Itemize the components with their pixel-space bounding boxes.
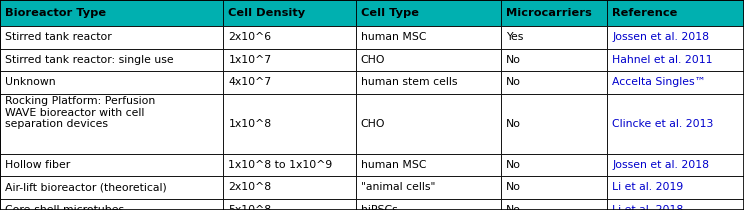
Bar bbox=[607, 154, 744, 176]
Bar bbox=[0, 154, 223, 176]
Bar bbox=[0, 0, 223, 26]
Text: Li et al. 2018: Li et al. 2018 bbox=[612, 205, 684, 210]
Text: Hollow fiber: Hollow fiber bbox=[5, 160, 71, 170]
Bar bbox=[501, 199, 607, 210]
Bar bbox=[501, 49, 607, 71]
Text: Yes: Yes bbox=[506, 33, 523, 42]
Bar bbox=[607, 199, 744, 210]
Text: Li et al. 2019: Li et al. 2019 bbox=[612, 182, 684, 192]
Text: 4x10^7: 4x10^7 bbox=[228, 77, 272, 87]
Bar bbox=[607, 94, 744, 154]
Text: human stem cells: human stem cells bbox=[361, 77, 458, 87]
Bar bbox=[607, 0, 744, 26]
Text: "animal cells": "animal cells" bbox=[361, 182, 435, 192]
Text: CHO: CHO bbox=[361, 55, 385, 65]
Text: human MSC: human MSC bbox=[361, 33, 426, 42]
Text: No: No bbox=[506, 119, 521, 129]
Text: Stirred tank reactor: single use: Stirred tank reactor: single use bbox=[5, 55, 174, 65]
Bar bbox=[356, 94, 501, 154]
Text: Rocking Platform: Perfusion
WAVE bioreactor with cell
separation devices: Rocking Platform: Perfusion WAVE bioreac… bbox=[5, 96, 155, 129]
Text: hiPSCs: hiPSCs bbox=[361, 205, 397, 210]
Bar bbox=[356, 199, 501, 210]
Text: No: No bbox=[506, 205, 521, 210]
Bar bbox=[607, 26, 744, 49]
Text: Unknown: Unknown bbox=[5, 77, 56, 87]
Text: Jossen et al. 2018: Jossen et al. 2018 bbox=[612, 160, 709, 170]
Bar bbox=[607, 176, 744, 199]
Bar bbox=[607, 71, 744, 94]
Text: Cell Type: Cell Type bbox=[361, 8, 419, 18]
Bar bbox=[356, 71, 501, 94]
Bar bbox=[356, 176, 501, 199]
Bar bbox=[501, 154, 607, 176]
Bar bbox=[0, 176, 223, 199]
Text: Reference: Reference bbox=[612, 8, 678, 18]
Text: human MSC: human MSC bbox=[361, 160, 426, 170]
Text: Core-shell microtubes: Core-shell microtubes bbox=[5, 205, 124, 210]
Text: No: No bbox=[506, 160, 521, 170]
Text: Stirred tank reactor: Stirred tank reactor bbox=[5, 33, 112, 42]
Bar bbox=[223, 71, 356, 94]
Text: No: No bbox=[506, 55, 521, 65]
Bar bbox=[223, 26, 356, 49]
Bar bbox=[607, 49, 744, 71]
Text: 2x10^6: 2x10^6 bbox=[228, 33, 272, 42]
Bar bbox=[0, 26, 223, 49]
Text: No: No bbox=[506, 77, 521, 87]
Bar bbox=[0, 199, 223, 210]
Text: Air-lift bioreactor (theoretical): Air-lift bioreactor (theoretical) bbox=[5, 182, 167, 192]
Text: Bioreactor Type: Bioreactor Type bbox=[5, 8, 106, 18]
Bar bbox=[501, 71, 607, 94]
Text: CHO: CHO bbox=[361, 119, 385, 129]
Bar bbox=[501, 176, 607, 199]
Text: Accelta Singles™: Accelta Singles™ bbox=[612, 77, 706, 87]
Bar bbox=[501, 0, 607, 26]
Bar bbox=[0, 71, 223, 94]
Bar bbox=[0, 49, 223, 71]
Bar bbox=[356, 154, 501, 176]
Text: Microcarriers: Microcarriers bbox=[506, 8, 591, 18]
Text: 1x10^7: 1x10^7 bbox=[228, 55, 272, 65]
Bar bbox=[356, 49, 501, 71]
Bar bbox=[223, 0, 356, 26]
Text: 1x10^8: 1x10^8 bbox=[228, 119, 272, 129]
Bar bbox=[223, 154, 356, 176]
Text: 1x10^8 to 1x10^9: 1x10^8 to 1x10^9 bbox=[228, 160, 333, 170]
Bar bbox=[0, 94, 223, 154]
Text: 2x10^8: 2x10^8 bbox=[228, 182, 272, 192]
Bar bbox=[501, 26, 607, 49]
Text: 5x10^8: 5x10^8 bbox=[228, 205, 272, 210]
Bar bbox=[223, 49, 356, 71]
Text: Clincke et al. 2013: Clincke et al. 2013 bbox=[612, 119, 713, 129]
Bar bbox=[223, 199, 356, 210]
Bar bbox=[223, 176, 356, 199]
Text: Cell Density: Cell Density bbox=[228, 8, 306, 18]
Text: Hahnel et al. 2011: Hahnel et al. 2011 bbox=[612, 55, 713, 65]
Text: Jossen et al. 2018: Jossen et al. 2018 bbox=[612, 33, 709, 42]
Bar bbox=[356, 0, 501, 26]
Bar bbox=[223, 94, 356, 154]
Text: No: No bbox=[506, 182, 521, 192]
Bar bbox=[501, 94, 607, 154]
Bar bbox=[356, 26, 501, 49]
